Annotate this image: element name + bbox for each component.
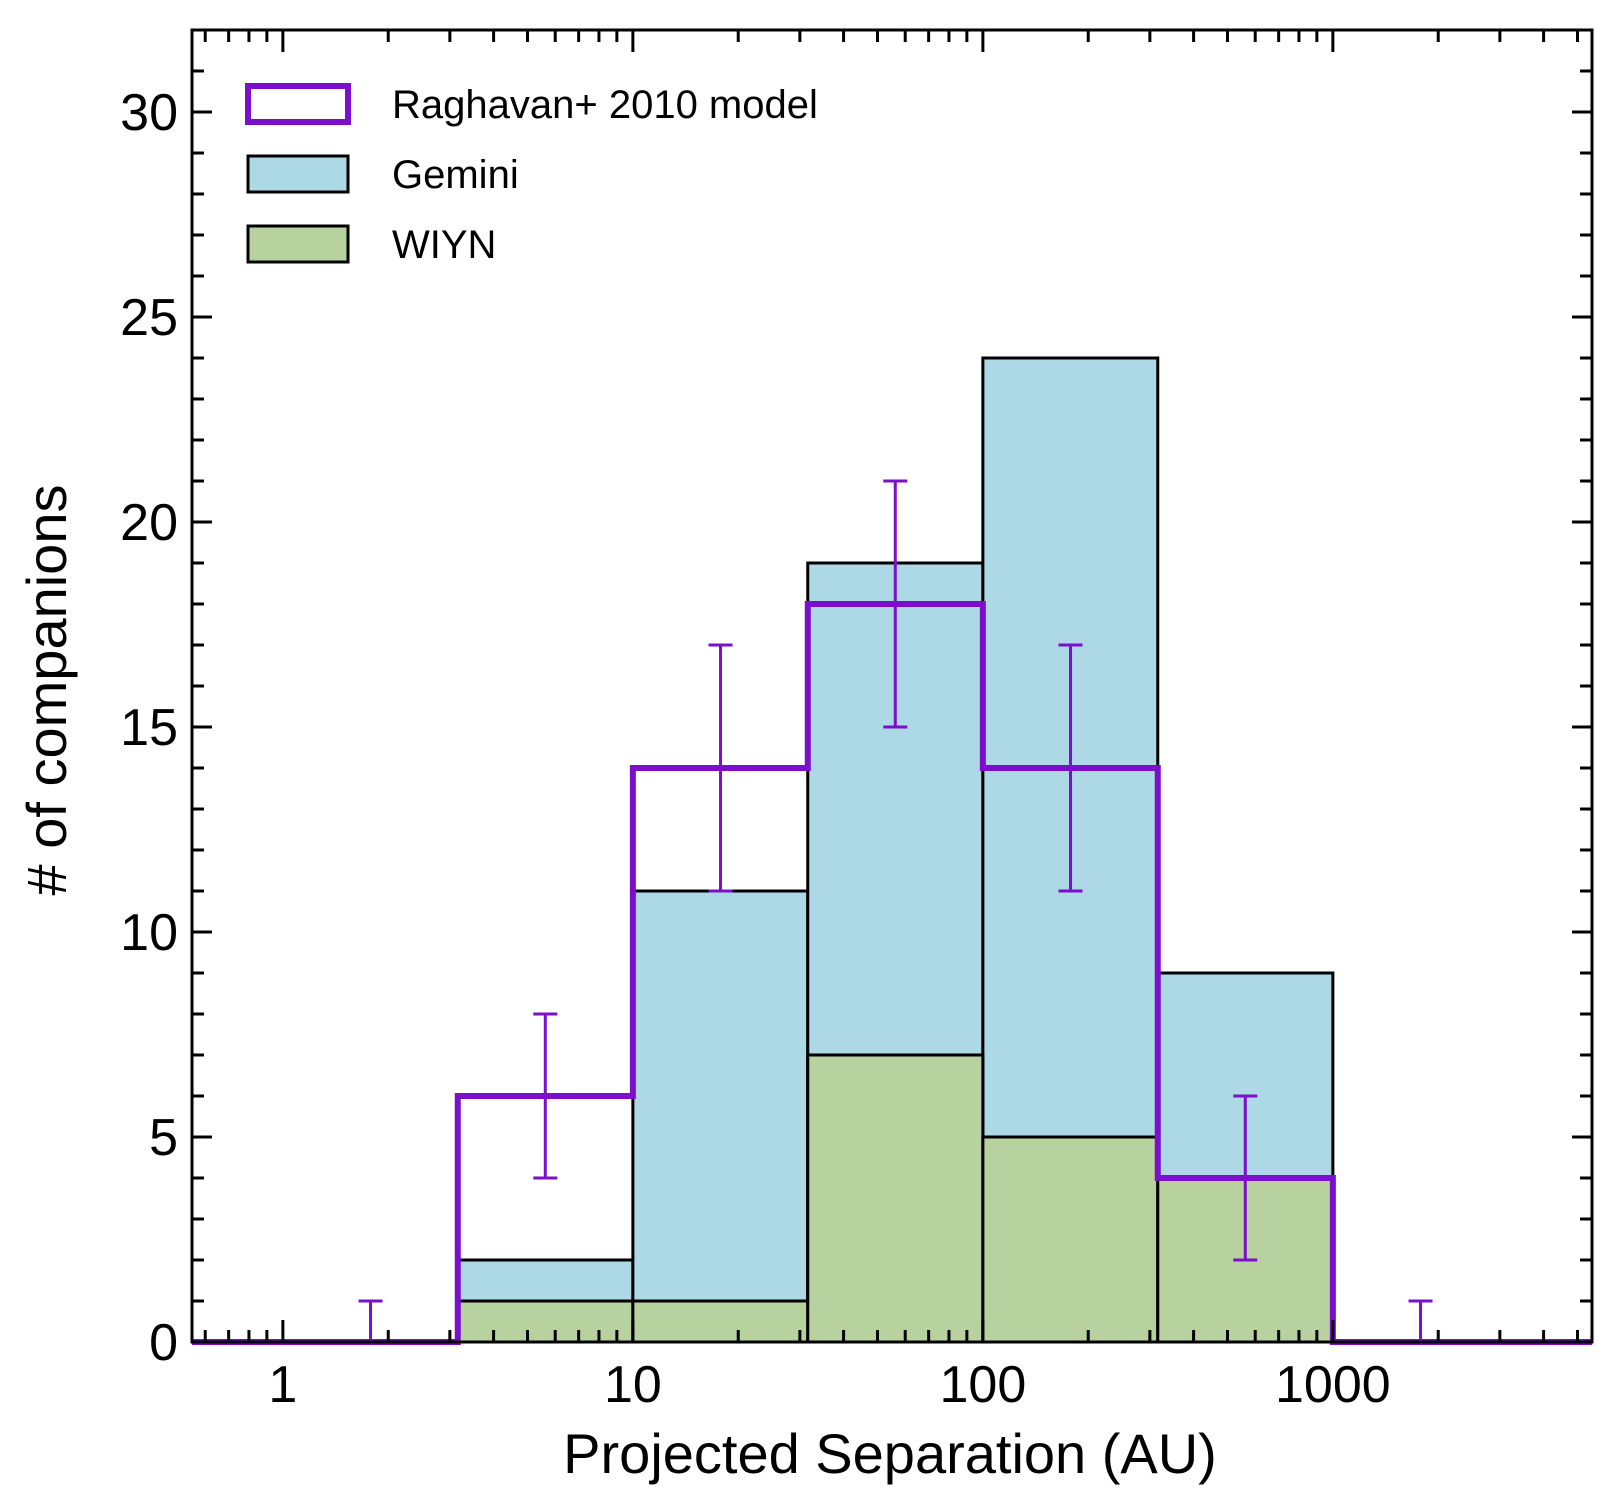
wiyn-bar-1: [456, 1299, 635, 1344]
x-tick-label: 1: [268, 1356, 297, 1414]
legend-label: WIYN: [392, 223, 496, 267]
legend-swatch: [245, 83, 351, 125]
legend-wiyn: WIYN: [246, 223, 496, 267]
y-tick-label: 15: [120, 699, 178, 757]
x-tick-label: 10: [604, 1356, 662, 1414]
legend-model: Raghavan+ 2010 model: [245, 83, 818, 127]
legend-label: Gemini: [392, 153, 519, 197]
legend-swatch: [246, 154, 350, 194]
gemini-bar-2: [631, 889, 810, 1344]
y-tick-label: 25: [120, 289, 178, 347]
error-bar-1: [358, 1299, 383, 1344]
y-tick-label: 0: [149, 1314, 178, 1372]
y-axis-title: # of companions: [15, 485, 78, 896]
legend: Raghavan+ 2010 model Gemini WIYN: [245, 83, 818, 267]
error-bar-5: [1058, 643, 1083, 893]
error-bar-7: [1408, 1299, 1433, 1344]
y-tick-label: 10: [120, 904, 178, 962]
legend-label: Raghavan+ 2010 model: [392, 83, 818, 127]
legend-gemini: Gemini: [246, 153, 519, 197]
x-axis-title: Projected Separation (AU): [563, 1422, 1217, 1485]
error-bar-6: [1233, 1094, 1258, 1262]
x-tick-label: 100: [939, 1356, 1026, 1414]
legend-swatch: [246, 224, 350, 264]
wiyn-bar-4: [981, 1135, 1160, 1344]
wiyn-bar-3: [806, 1053, 985, 1344]
y-tick-label: 20: [120, 494, 178, 552]
wiyn-bar-2: [631, 1299, 810, 1344]
x-tick-label: 1000: [1275, 1356, 1391, 1414]
axis-ticks: [192, 28, 1592, 1344]
y-tick-label: 5: [149, 1109, 178, 1167]
error-bar-2: [533, 1012, 558, 1180]
error-bar-3: [708, 643, 733, 893]
tick-labels: 0 5 10 15 20 25 30 1 10 100 1000: [120, 84, 1391, 1414]
y-tick-label: 30: [120, 84, 178, 142]
error-bar-4: [883, 479, 908, 729]
